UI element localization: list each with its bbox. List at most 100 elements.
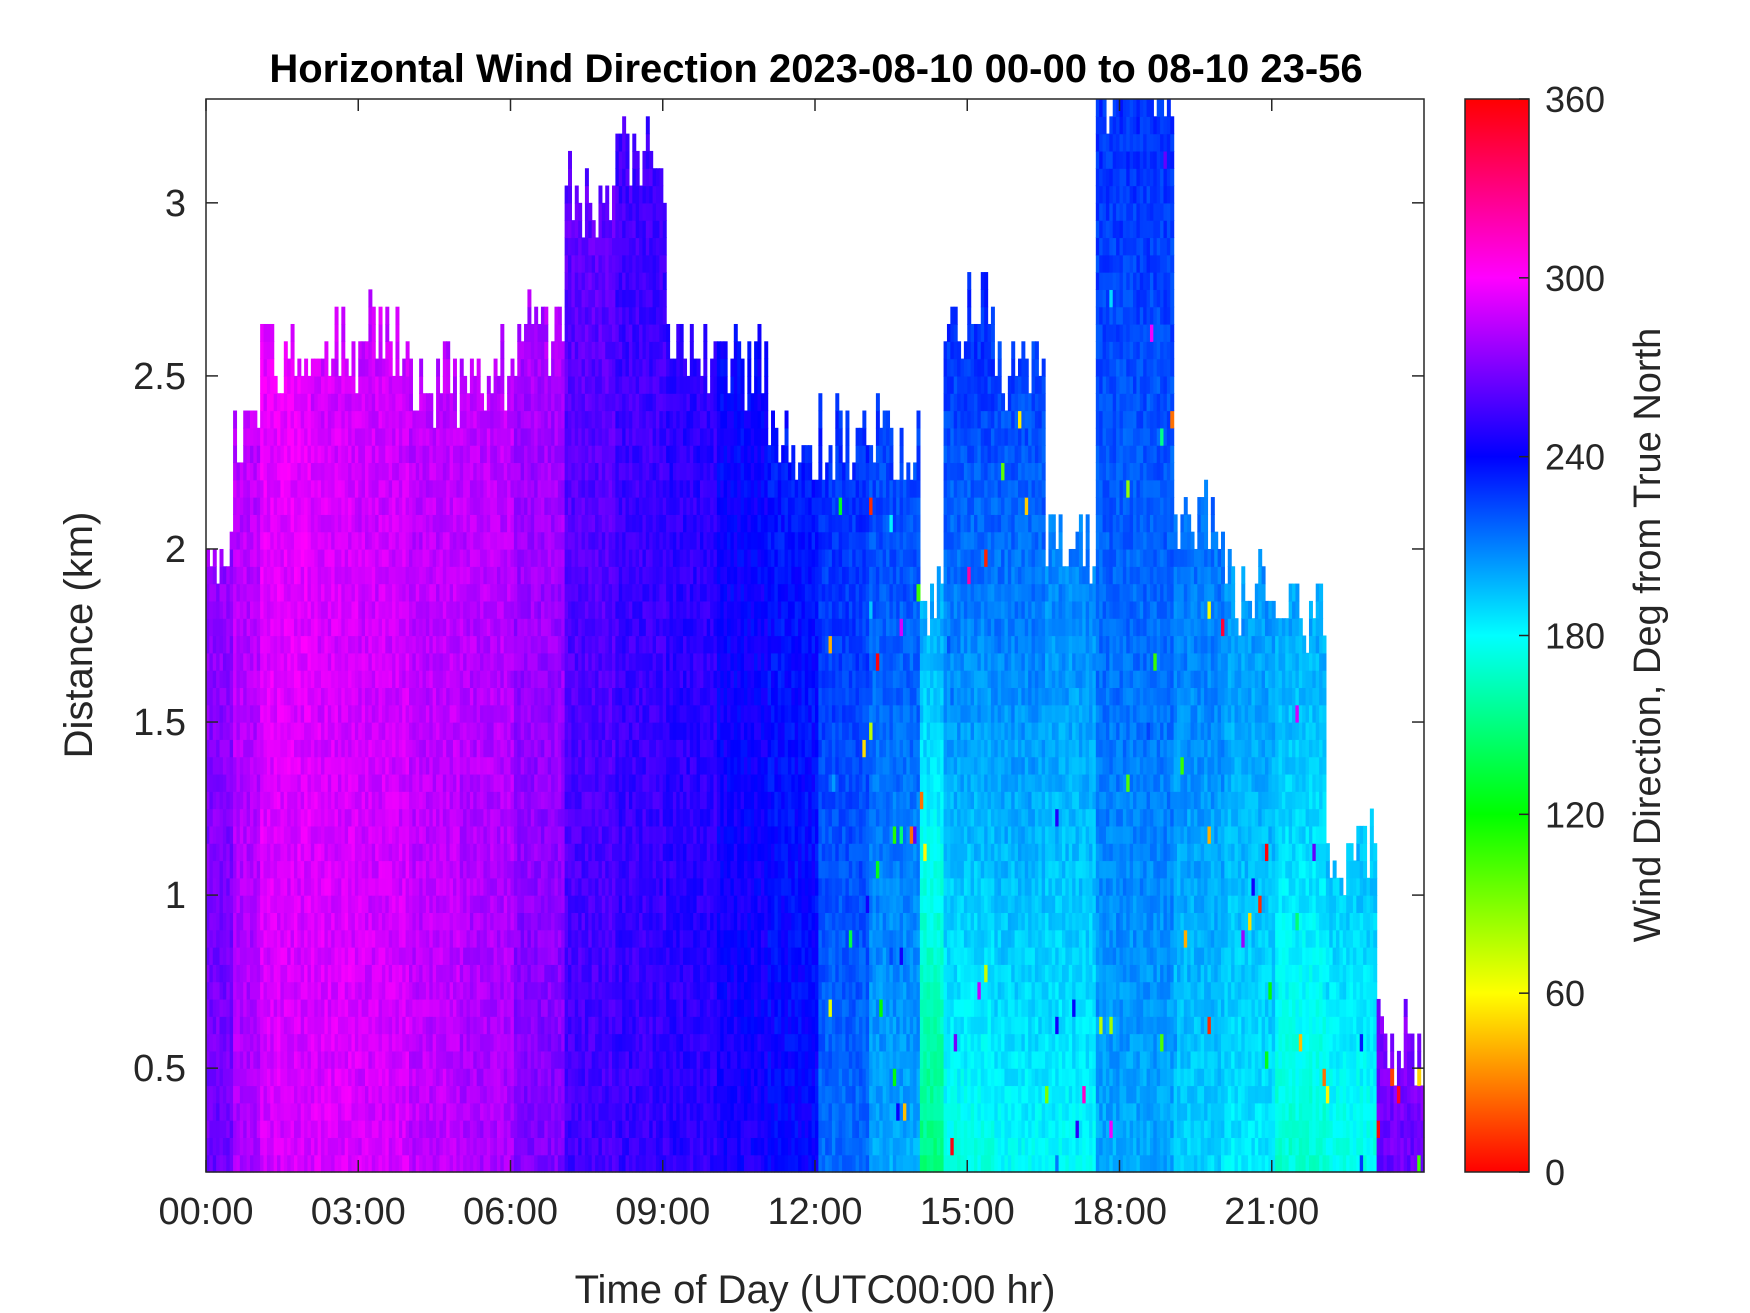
heatmap-cell — [206, 808, 210, 827]
heatmap-cell — [392, 652, 397, 671]
heatmap-cell — [368, 1016, 373, 1035]
heatmap-cell — [243, 722, 248, 740]
heatmap-cell — [517, 1016, 522, 1035]
heatmap-cell — [307, 791, 312, 810]
heatmap-cell — [348, 981, 353, 1000]
heatmap-cell — [249, 722, 254, 740]
heatmap-cell — [368, 722, 373, 740]
heatmap-cell — [300, 964, 305, 983]
heatmap-cell — [446, 670, 451, 689]
heatmap-cell — [449, 548, 454, 567]
heatmap-cell — [483, 1085, 488, 1104]
heatmap-cell — [412, 704, 417, 723]
heatmap-cell — [314, 791, 319, 810]
heatmap-cell — [239, 1154, 244, 1173]
heatmap-cell — [222, 618, 227, 637]
heatmap-cell — [307, 1102, 312, 1121]
heatmap-cell — [496, 756, 501, 775]
heatmap-cell — [534, 808, 539, 827]
heatmap-cell — [405, 825, 410, 844]
heatmap-cell — [456, 704, 461, 723]
heatmap-cell — [442, 548, 447, 567]
heatmap-cell — [368, 1068, 373, 1087]
heatmap-cell — [513, 1120, 518, 1138]
heatmap-cell — [348, 929, 353, 948]
heatmap-cell — [388, 964, 393, 983]
heatmap-cell — [385, 929, 390, 948]
heatmap-cell — [371, 1120, 376, 1138]
heatmap-cell — [249, 687, 254, 706]
heatmap-cell — [409, 497, 413, 515]
heatmap-cell — [409, 462, 413, 481]
heatmap-cell — [253, 583, 258, 602]
heatmap-cell — [368, 877, 373, 896]
heatmap-cell — [300, 1137, 305, 1156]
heatmap-cell — [354, 756, 359, 775]
heatmap-cell — [249, 773, 254, 792]
heatmap-cell — [334, 445, 339, 464]
heatmap-cell — [239, 1102, 244, 1121]
heatmap-cell — [500, 1120, 505, 1138]
heatmap-cell — [554, 1154, 559, 1173]
heatmap-cell — [263, 1154, 268, 1173]
heatmap-cell — [327, 670, 332, 689]
heatmap-cell — [348, 531, 353, 550]
heatmap-cell — [540, 393, 545, 412]
heatmap-cell — [561, 912, 566, 931]
heatmap-cell — [439, 895, 444, 914]
heatmap-cell — [405, 1050, 410, 1069]
heatmap-cell — [547, 375, 552, 394]
heatmap-cell — [371, 929, 376, 948]
heatmap-cell — [293, 1137, 298, 1156]
heatmap-cell — [354, 618, 359, 637]
heatmap-cell — [226, 825, 231, 844]
heatmap-cell — [212, 548, 217, 567]
heatmap-cell — [409, 1102, 413, 1121]
heatmap-cell — [260, 341, 265, 360]
heatmap-cell — [527, 860, 532, 879]
heatmap-cell — [405, 600, 410, 619]
heatmap-cell — [381, 600, 386, 619]
heatmap-cell — [456, 514, 461, 533]
heatmap-cell — [452, 393, 457, 412]
heatmap-cell — [256, 998, 261, 1017]
heatmap-cell — [293, 687, 298, 706]
heatmap-cell — [246, 808, 251, 827]
heatmap-cell — [402, 514, 407, 533]
heatmap-cell — [283, 722, 288, 740]
heatmap-cell — [304, 670, 309, 689]
heatmap-cell — [375, 652, 380, 671]
heatmap-cell — [500, 808, 505, 827]
heatmap-cell — [266, 756, 271, 775]
heatmap-cell — [476, 427, 481, 446]
heatmap-cell — [331, 877, 336, 896]
heatmap-cell — [449, 1102, 454, 1121]
heatmap-cell — [381, 1050, 386, 1069]
heatmap-cell — [256, 1068, 261, 1087]
heatmap-cell — [534, 1016, 539, 1035]
heatmap-cell — [507, 427, 512, 446]
heatmap-cell — [388, 1050, 393, 1069]
heatmap-cell — [260, 583, 265, 602]
heatmap-cell — [385, 912, 390, 931]
heatmap-cell — [395, 722, 400, 740]
heatmap-cell — [249, 877, 254, 896]
heatmap-cell — [557, 635, 562, 654]
heatmap-cell — [378, 497, 383, 515]
heatmap-cell — [263, 497, 268, 515]
heatmap-cell — [517, 1137, 522, 1156]
heatmap-cell — [371, 825, 376, 844]
heatmap-cell — [496, 393, 501, 412]
heatmap-cell — [287, 1102, 292, 1121]
heatmap-cell — [446, 981, 451, 1000]
heatmap-cell — [226, 1120, 231, 1138]
heatmap-cell — [381, 1120, 386, 1138]
heatmap-cell — [317, 566, 322, 585]
heatmap-cell — [436, 808, 441, 827]
heatmap-cell — [412, 1050, 417, 1069]
heatmap-cell — [449, 1085, 454, 1104]
heatmap-cell — [422, 427, 427, 446]
heatmap-cell — [290, 756, 295, 775]
heatmap-cell — [476, 410, 481, 429]
heatmap-cell — [290, 514, 295, 533]
